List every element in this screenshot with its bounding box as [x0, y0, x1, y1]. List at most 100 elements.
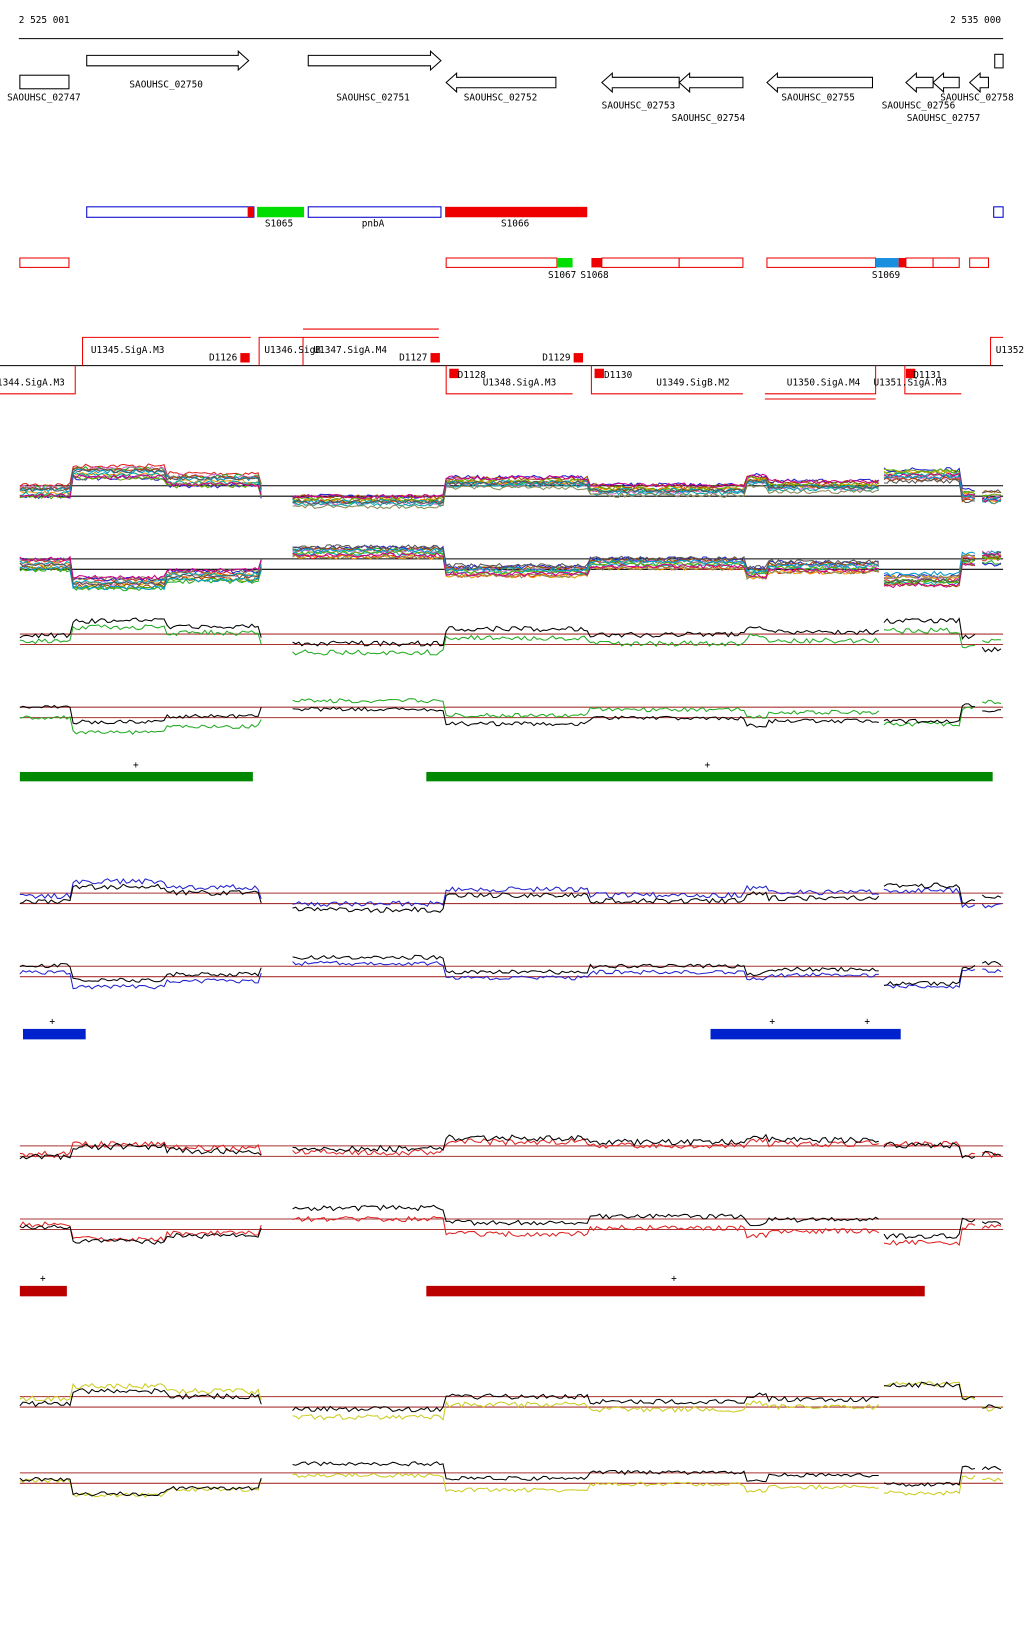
ruler: 2 525 001 2 535 000: [19, 15, 1004, 40]
trace: [981, 903, 1002, 909]
trace: [19, 1224, 262, 1245]
promoter-label: U1351.SigA.M3: [874, 377, 948, 388]
trace: [981, 560, 1002, 566]
trace: [981, 894, 1002, 899]
trace: [292, 1472, 879, 1493]
trace: [292, 625, 879, 647]
trace: [981, 552, 1002, 558]
trace: [19, 715, 262, 736]
trace: [292, 547, 880, 574]
trace: [883, 478, 975, 504]
gene-label: SAOUHSC_02753: [602, 101, 676, 112]
trace: [19, 617, 262, 639]
trace: [982, 968, 1002, 973]
trace: [883, 627, 975, 649]
trace: [19, 1142, 262, 1161]
gene-label: SAOUHSC_02756: [882, 101, 956, 112]
trace: [883, 964, 976, 986]
trace: [292, 954, 879, 976]
promoter-labels: U1345.SigA.M3 D1126 U1346.SigB U1347.Sig…: [0, 345, 1024, 388]
trace: [982, 493, 1002, 497]
promoter-label: D1129: [542, 352, 571, 363]
gene-label: SAOUHSC_02747: [7, 92, 81, 103]
trace: [883, 703, 975, 724]
promoter-label: D1126: [209, 352, 238, 363]
trace: [981, 1221, 1002, 1225]
trace: [883, 1141, 976, 1160]
gene-label: SAOUHSC_02754: [672, 113, 746, 124]
gene-label: SAOUHSC_02751: [336, 92, 410, 103]
gene-label: SAOUHSC_02752: [464, 92, 538, 103]
promoter-label: U1349.SigB.M2: [656, 377, 730, 388]
trace: [981, 489, 1002, 494]
trace: [982, 554, 1002, 559]
promoter-track: [0, 328, 1004, 400]
trace: [981, 1223, 1002, 1229]
promoter-label: D1128: [458, 370, 487, 381]
promoter-label: U1344.SigA.M3: [0, 377, 65, 388]
promoter-label: U1347.SigA.M4: [313, 345, 387, 356]
trace: [982, 1406, 1002, 1412]
trace: [292, 960, 879, 981]
trace: [292, 1392, 879, 1413]
trace: [19, 704, 262, 725]
trace: [19, 969, 262, 990]
trace: [292, 552, 879, 579]
promoter-label: U1352: [996, 345, 1024, 356]
trace: [982, 699, 1002, 705]
trace: [981, 562, 1002, 567]
trace: [19, 1382, 262, 1402]
trace: [292, 633, 880, 656]
trace: [883, 1465, 976, 1487]
trace: [292, 1133, 879, 1153]
trace: [19, 475, 262, 500]
trace: [982, 489, 1002, 494]
marker: +: [49, 1017, 55, 1028]
trace: [292, 1204, 880, 1227]
trace: [292, 478, 879, 505]
trace: [883, 705, 976, 727]
promoter-label: D1131: [913, 370, 942, 381]
trace: [982, 1404, 1002, 1410]
trace: [19, 624, 262, 645]
promoter-label: U1350.SigA.M4: [787, 377, 861, 388]
promoter-label: U1345.SigA.M3: [91, 345, 165, 356]
trace: [19, 963, 262, 983]
feature-label: S1067: [548, 270, 576, 281]
trace: [981, 496, 1002, 502]
trace: [19, 1140, 262, 1159]
gene-track: SAOUHSC_02747 SAOUHSC_02750 SAOUHSC_0275…: [7, 50, 1014, 124]
trace: [292, 476, 880, 502]
gene-label: SAOUHSC_02758: [940, 92, 1014, 103]
trace: [292, 706, 879, 728]
trace: [292, 481, 880, 507]
trace: [19, 1388, 262, 1408]
trace: [292, 1215, 880, 1239]
trace: [292, 544, 880, 571]
trace: [883, 968, 976, 990]
trace: [19, 555, 262, 580]
marker: +: [133, 760, 139, 771]
trace: [981, 556, 1002, 561]
trace: [982, 709, 1002, 713]
trace: [292, 1137, 879, 1156]
trace: [883, 1223, 976, 1247]
trace: [19, 878, 262, 900]
start-coordinate: 2 525 001: [19, 15, 70, 26]
gene-label: SAOUHSC_02750: [129, 80, 203, 91]
trace: [883, 887, 976, 909]
trace: [883, 1217, 976, 1240]
trace: [292, 483, 879, 510]
trace: [981, 1150, 1002, 1157]
trace: [19, 468, 262, 493]
trace: [981, 1465, 1002, 1471]
trace: [292, 1400, 880, 1421]
trace: [883, 1475, 976, 1496]
trace: [883, 562, 976, 589]
trace: [292, 891, 880, 913]
trace: [883, 558, 976, 584]
expression-traces: [19, 463, 1004, 1498]
trace: [19, 1478, 262, 1498]
trace: [19, 463, 262, 487]
